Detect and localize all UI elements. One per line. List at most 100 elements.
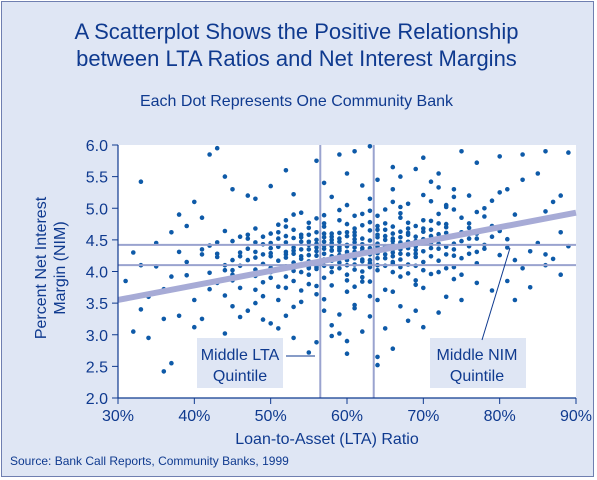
data-point (291, 335, 296, 341)
data-point (222, 293, 228, 298)
data-point (245, 308, 251, 314)
data-point (253, 226, 258, 231)
data-point (222, 174, 228, 179)
y-tick-label: 4.0 (86, 265, 108, 282)
data-point (527, 285, 533, 290)
data-point (428, 218, 434, 224)
data-point (390, 187, 396, 192)
data-point (443, 230, 449, 236)
data-point (421, 267, 426, 273)
data-point (306, 225, 312, 231)
data-point (466, 251, 472, 257)
data-point (344, 230, 350, 235)
data-point (436, 185, 441, 190)
data-point (367, 314, 373, 319)
data-point (169, 230, 174, 235)
data-point (466, 221, 472, 226)
axis-labels: Loan-to-Asset (LTA) Ratio Percent Net In… (33, 196, 419, 448)
data-point (352, 240, 357, 245)
data-point (489, 198, 495, 203)
data-point (138, 307, 144, 312)
x-tick-label: 90% (560, 408, 592, 425)
data-point (436, 221, 441, 226)
data-point (245, 193, 251, 198)
data-point (382, 326, 388, 331)
data-point (398, 274, 403, 279)
data-point (337, 236, 342, 241)
data-point (222, 228, 228, 234)
data-point (298, 256, 304, 262)
data-point (314, 249, 319, 254)
data-point (382, 287, 388, 293)
data-point (352, 226, 357, 231)
data-point (466, 193, 472, 198)
data-point (421, 226, 426, 231)
data-point (291, 192, 296, 197)
data-point (367, 257, 373, 263)
data-point (314, 253, 319, 258)
data-point (306, 232, 312, 238)
data-point (352, 284, 357, 290)
data-point (291, 227, 296, 233)
data-point (497, 252, 503, 258)
chart-title-line-1: A Scatterplot Shows the Positive Relatio… (74, 19, 519, 44)
data-point (375, 223, 380, 229)
data-point (214, 240, 220, 245)
y-tick-label: 5.5 (86, 170, 108, 187)
data-point (352, 233, 357, 238)
data-point (306, 281, 312, 287)
data-point (176, 212, 182, 217)
data-point (398, 215, 403, 220)
data-point (276, 326, 281, 331)
data-point (344, 289, 350, 295)
data-point (527, 249, 533, 254)
data-point (291, 304, 296, 310)
data-point (306, 252, 312, 258)
data-point (421, 259, 426, 265)
data-point (459, 215, 464, 220)
data-point (291, 251, 296, 257)
data-point (352, 236, 357, 242)
data-point (337, 239, 342, 245)
data-point (260, 317, 266, 322)
data-point (405, 318, 411, 324)
data-point (276, 258, 281, 264)
x-axis-label: Loan-to-Asset (LTA) Ratio (235, 431, 419, 448)
data-point (443, 224, 449, 230)
data-point (497, 190, 503, 195)
data-point (382, 221, 388, 226)
data-point (283, 285, 289, 291)
data-point (321, 221, 327, 226)
data-point (474, 209, 480, 215)
data-point (245, 246, 251, 251)
data-point (253, 255, 258, 260)
data-point (375, 255, 380, 261)
data-point (436, 310, 441, 315)
data-point (283, 233, 289, 239)
data-point (268, 183, 274, 189)
data-point (123, 278, 128, 284)
data-point (413, 234, 419, 239)
data-point (436, 171, 441, 176)
data-point (253, 196, 258, 202)
data-point (237, 285, 243, 291)
data-point (413, 247, 419, 253)
data-point (428, 245, 434, 251)
data-point (390, 250, 396, 255)
data-point (146, 335, 151, 341)
data-point (390, 199, 396, 205)
data-point (459, 297, 464, 303)
data-point (207, 152, 212, 157)
chart-title-line-2: between LTA Ratios and Net Interest Marg… (76, 46, 517, 71)
data-point (222, 267, 228, 273)
data-point (283, 255, 289, 260)
data-point (222, 331, 228, 336)
data-point (375, 297, 380, 303)
data-point (276, 297, 281, 303)
middle-nim-label-line-1: Middle NIM (437, 347, 518, 364)
data-point (314, 237, 319, 243)
y-tick-label: 3.5 (86, 296, 108, 313)
data-point (329, 194, 335, 200)
trend-line (117, 209, 577, 303)
data-point (512, 212, 518, 217)
